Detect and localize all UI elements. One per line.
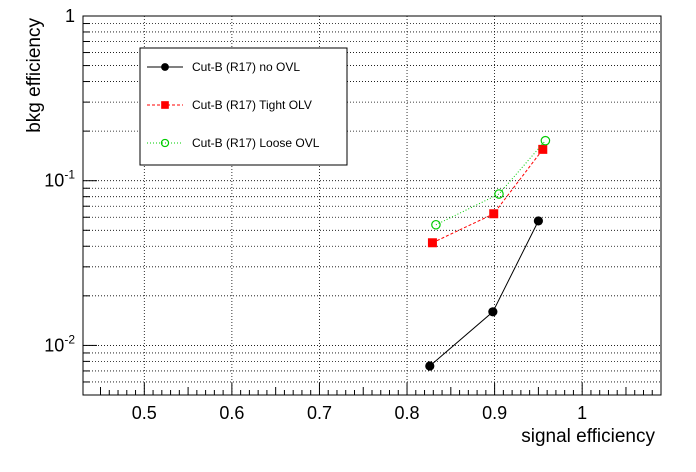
series-3 (431, 135, 551, 230)
y-tick-base: 10 (44, 171, 64, 191)
y-tick-exponent: -2 (64, 332, 75, 346)
data-point (425, 361, 435, 371)
legend-marker (161, 101, 169, 109)
series-1 (425, 216, 543, 371)
x-axis-label: signal efficiency (521, 426, 655, 447)
legend-item: Cut-B (R17) no OVL (147, 60, 300, 74)
data-point (427, 238, 437, 248)
data-point (488, 307, 498, 317)
x-tick-label: 0.7 (307, 403, 332, 423)
legend: Cut-B (R17) no OVL Cut-B (R17) Tight OLV C… (139, 47, 348, 166)
y-tick-label: 1 (65, 6, 75, 26)
axis-ticks (83, 15, 653, 396)
series-line (435, 140, 546, 226)
y-tick-label: 10-2 (44, 332, 75, 355)
y-tick-labels: 10-210-11 (44, 6, 75, 355)
x-tick-label: 0.5 (132, 403, 157, 423)
data-point (538, 144, 548, 154)
data-point (431, 219, 441, 230)
series-layer (425, 135, 551, 371)
y-tick-base: 10 (44, 335, 64, 355)
data-point (489, 209, 499, 219)
legend-label: Cut-B (R17) Tight OLV (192, 98, 312, 112)
y-tick-exponent: -1 (64, 168, 75, 182)
x-tick-labels: 0.5 0.6 0.7 0.8 0.9 1 (132, 403, 587, 423)
y-axis-label: bkg efficiency (24, 18, 45, 133)
data-point (494, 189, 504, 199)
legend-label: Cut-B (R17) Loose OVL (192, 136, 320, 150)
data-point (540, 135, 551, 146)
data-point (533, 216, 543, 226)
x-tick-label: 1 (577, 403, 587, 423)
legend-marker (161, 63, 169, 71)
x-tick-label: 0.9 (482, 403, 507, 423)
legend-item: Cut-B (R17) Tight OLV (147, 98, 312, 112)
y-tick-base: 1 (65, 6, 75, 26)
y-tick-label: 10-1 (44, 168, 75, 191)
legend-marker (160, 138, 170, 148)
legend-label: Cut-B (R17) no OVL (192, 60, 300, 74)
legend-item: Cut-B (R17) Loose OVL (147, 136, 320, 150)
x-tick-label: 0.8 (395, 403, 420, 423)
x-tick-label: 0.6 (219, 403, 244, 423)
series-2 (427, 144, 548, 248)
